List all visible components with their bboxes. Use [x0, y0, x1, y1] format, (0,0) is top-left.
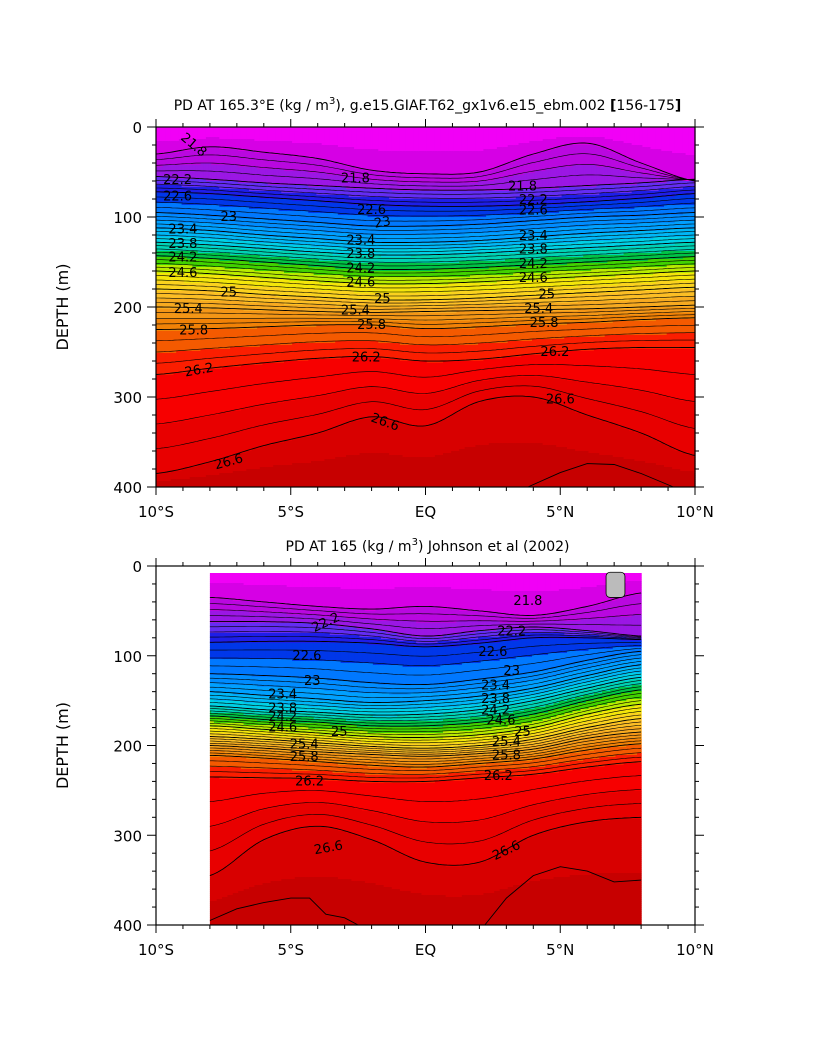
x-tick-label: 10°N	[676, 503, 714, 521]
contour-label: 23.8	[519, 242, 548, 257]
chart-title: PD AT 165 (kg / m3) Johnson et al (2002)	[286, 537, 570, 555]
contour-label: 25.8	[492, 748, 521, 763]
y-axis-label: DEPTH (m)	[53, 263, 72, 350]
contour-label: 25.8	[357, 318, 386, 333]
y-tick-label: 100	[113, 648, 142, 666]
contour-label: 22.6	[292, 649, 321, 664]
contour-label: 24.6	[519, 271, 548, 286]
contour-label: 22.2	[497, 625, 526, 640]
contour-label: 23.4	[268, 687, 297, 702]
contour-label: 24.6	[487, 713, 516, 728]
contour-label: 22.6	[478, 645, 507, 660]
y-tick-label: 100	[113, 209, 142, 227]
y-tick-label: 400	[113, 479, 142, 497]
y-tick-label: 200	[113, 738, 142, 756]
contour-label: 26.6	[546, 393, 575, 408]
contour-label: 25	[331, 725, 348, 740]
contour-label: 25	[221, 286, 238, 301]
contour-label: 24.6	[268, 721, 297, 736]
y-tick-label: 400	[113, 917, 142, 935]
missing-data-patch	[606, 572, 625, 597]
contour-label: 21.8	[341, 171, 370, 186]
contour-label: 25.4	[341, 304, 370, 319]
contour-label: 25.4	[174, 302, 203, 317]
contour-label: 24.6	[168, 266, 197, 281]
contour-label: 25.8	[179, 323, 208, 338]
contour-label: 23	[503, 664, 520, 679]
contour-label: 25.4	[524, 302, 553, 317]
contour-label: 26.2	[484, 769, 513, 784]
contour-label: 23	[373, 214, 392, 232]
y-axis-label: DEPTH (m)	[53, 702, 72, 789]
y-tick-label: 0	[132, 119, 142, 137]
contour-label: 21.8	[513, 594, 542, 609]
contour-label: 26.2	[540, 345, 569, 360]
contour-label: 22.6	[519, 204, 548, 219]
contour-label: 24.2	[346, 261, 375, 276]
contour-label: 25.8	[530, 316, 559, 331]
y-tick-label: 300	[113, 389, 142, 407]
x-tick-label: 5°S	[277, 503, 304, 521]
contour-label: 25	[374, 292, 391, 307]
observed-density-panel: 21.822.2 22.222.6 22.6232323.423.423.823.8…	[53, 537, 714, 959]
x-tick-label: 5°N	[546, 503, 574, 521]
x-tick-label: 10°N	[676, 941, 714, 959]
contour-label: 23	[304, 674, 321, 689]
contour-label: 22.2	[163, 173, 192, 188]
contour-label: 23.4	[168, 223, 197, 238]
contour-label: 26.2	[352, 350, 381, 365]
x-tick-label: 10°S	[138, 941, 174, 959]
x-tick-label: EQ	[415, 941, 436, 959]
contour-label: 26.2	[295, 774, 324, 789]
x-tick-label: 5°N	[546, 941, 574, 959]
x-tick-label: 5°S	[277, 941, 304, 959]
contour-label: 23.8	[346, 247, 375, 262]
model-density-panel: 21.821.821.822.222.222.622.6 22.623 2323.4…	[53, 96, 714, 521]
x-tick-label: 10°S	[138, 503, 174, 521]
contour-label: 23	[221, 210, 238, 225]
contour-label: 25	[539, 287, 556, 302]
contour-label: 24.2	[168, 251, 197, 266]
y-tick-label: 200	[113, 299, 142, 317]
y-tick-label: 300	[113, 827, 142, 845]
y-tick-label: 0	[132, 558, 142, 576]
contour-label: 22.6	[163, 189, 192, 204]
contour-label: 24.2	[519, 257, 548, 272]
chart-title: PD AT 165.3°E (kg / m3), g.e15.GIAF.T62_…	[174, 96, 682, 114]
contour-label: 25.8	[290, 750, 319, 765]
x-tick-label: EQ	[415, 503, 436, 521]
contour-label: 24.6	[346, 276, 375, 291]
